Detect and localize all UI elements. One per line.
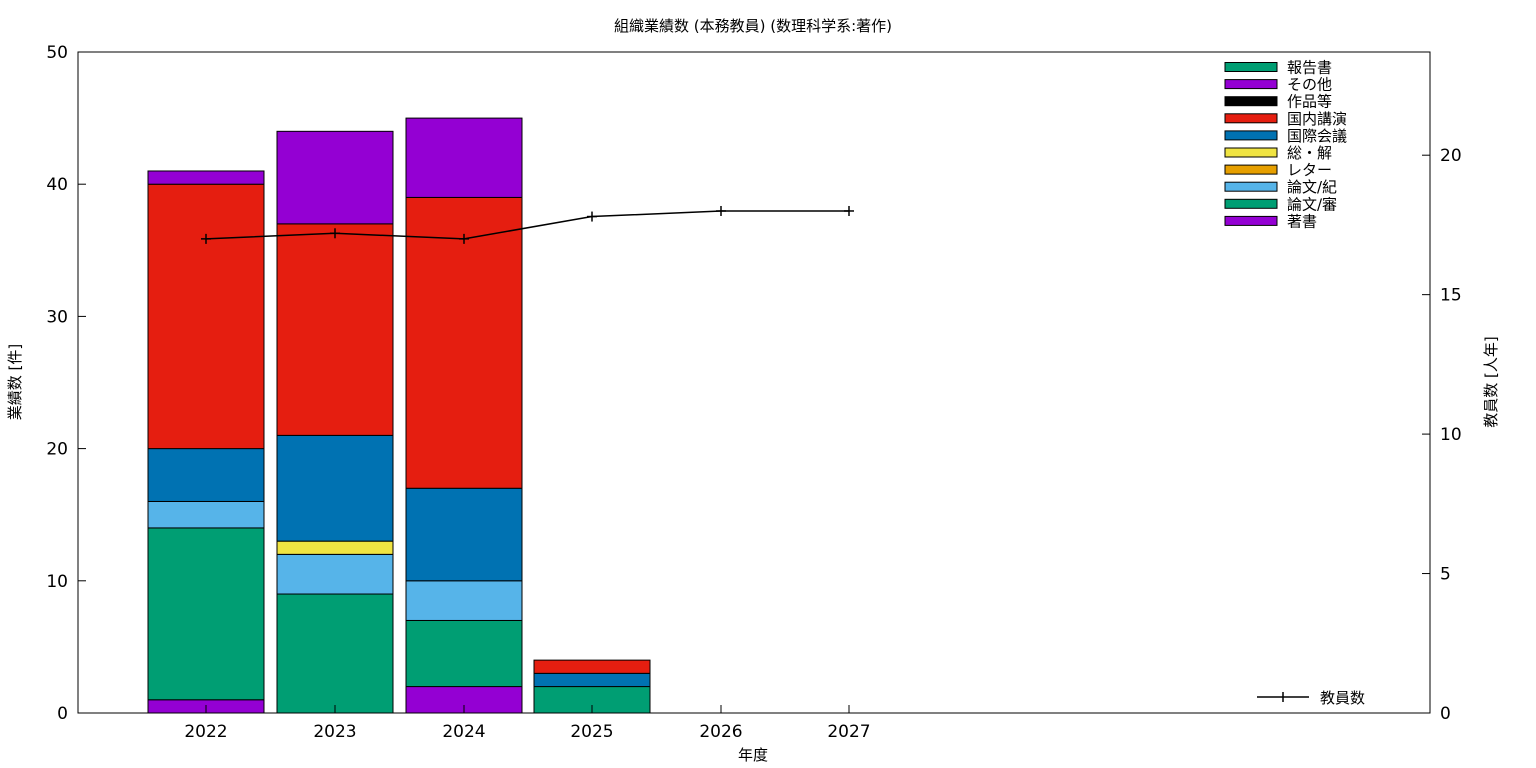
bar-segment-2022-2 — [147, 500, 265, 529]
legend-label: 作品等 — [1287, 93, 1332, 111]
bar-segment-2022-8 — [147, 170, 265, 185]
ticks-layer: 0 10 20 30 40 50 0 5 10 15 20 2022 2023 2024 2025 2026 2… — [46, 43, 1461, 742]
bar-segment-2023-5 — [276, 434, 394, 542]
bar-segment-2023-4 — [276, 540, 394, 555]
y-tick-label: 30 — [46, 307, 68, 327]
legend-item: 総・解 — [1224, 144, 1332, 162]
legend-swatch — [1224, 215, 1278, 226]
y-tick-label: 10 — [46, 572, 68, 592]
bar-segment-2025-6 — [533, 659, 651, 674]
legend-item: 国内講演 — [1224, 110, 1347, 128]
bar-segment-2024-8 — [405, 117, 523, 198]
legend-label: 総・解 — [1287, 144, 1332, 162]
legend-item: 論文/紀 — [1224, 178, 1337, 196]
x-axis-label: 年度 — [738, 746, 768, 764]
legend-label: レター — [1287, 161, 1332, 179]
bar-segment-2022-1 — [147, 527, 265, 701]
legend-swatch — [1224, 198, 1278, 209]
bar-segment-2023-2 — [276, 553, 394, 595]
bar-segment-2023-6 — [276, 223, 394, 436]
legend-swatch — [1224, 130, 1278, 141]
line-point-2026 — [716, 205, 726, 216]
bar-segment-2022-6 — [147, 183, 265, 450]
line-teachers — [205, 210, 849, 240]
y-axis-label: 業績数 [件] — [6, 344, 24, 420]
bars-layer — [147, 117, 651, 714]
legend-swatch — [1224, 181, 1278, 192]
bar-segment-2023-1 — [276, 593, 394, 714]
legend-swatch — [1224, 164, 1278, 175]
y2-tick-label: 5 — [1440, 565, 1451, 585]
legend-item: レター — [1224, 161, 1332, 179]
plot-frame — [77, 51, 1431, 714]
legend-item: 国際会議 — [1224, 127, 1347, 145]
line-layer — [201, 205, 854, 244]
bar-segment-2024-1 — [405, 619, 523, 688]
x-tick-label: 2025 — [570, 722, 613, 742]
legend-label: 国際会議 — [1287, 127, 1347, 145]
y2-tick-label: 10 — [1440, 425, 1462, 445]
x-tick-label: 2027 — [827, 722, 870, 742]
chart-title: 組織業績数 (本務教員) (数理科学系:著作) — [614, 17, 892, 35]
y2-tick-label: 0 — [1440, 704, 1451, 724]
y2-tick-label: 20 — [1440, 146, 1462, 166]
legend-swatch — [1224, 79, 1278, 90]
y-tick-label: 40 — [46, 175, 68, 195]
x-tick-label: 2023 — [313, 722, 356, 742]
y-tick-label: 0 — [57, 704, 68, 724]
bar-segment-2024-2 — [405, 580, 523, 621]
legend-item: 作品等 — [1224, 93, 1332, 111]
y-tick-label: 20 — [46, 440, 68, 460]
y2-axis-label: 教員数 [人年] — [1482, 336, 1500, 427]
line-point-2023 — [330, 228, 340, 239]
legend-label: 教員数 — [1320, 689, 1365, 707]
legend-item: 報告書 — [1224, 59, 1332, 77]
y-tick-label: 50 — [46, 43, 68, 63]
legend-label: 報告書 — [1287, 59, 1332, 77]
legend-swatch — [1224, 147, 1278, 158]
x-tick-label: 2022 — [184, 722, 227, 742]
line-point-2022 — [201, 233, 211, 244]
bar-segment-2023-8 — [276, 130, 394, 225]
legend-item: 著書 — [1224, 212, 1317, 230]
bar-segment-2022-5 — [147, 448, 265, 502]
legend-label: 国内講演 — [1287, 110, 1347, 128]
bar-segment-2024-5 — [405, 487, 523, 582]
legend-swatch — [1224, 62, 1278, 72]
legend-label: 論文/審 — [1287, 195, 1337, 213]
bar-segment-2025-5 — [533, 672, 651, 688]
line-point-2025 — [587, 211, 597, 222]
legend-item-line: 教員数 — [1257, 689, 1365, 707]
legend-label: その他 — [1287, 76, 1332, 94]
legend-label: 著書 — [1287, 212, 1317, 230]
legend-item: 論文/審 — [1224, 195, 1337, 213]
x-tick-label: 2024 — [442, 722, 485, 742]
legend-swatch — [1224, 96, 1278, 107]
legend-label: 論文/紀 — [1287, 178, 1337, 196]
line-point-2027 — [844, 205, 854, 216]
y2-tick-label: 15 — [1440, 286, 1462, 306]
line-point-2024 — [459, 233, 469, 244]
x-tick-label: 2026 — [699, 722, 742, 742]
legend-swatch — [1224, 113, 1278, 124]
legend-item: その他 — [1224, 76, 1332, 94]
